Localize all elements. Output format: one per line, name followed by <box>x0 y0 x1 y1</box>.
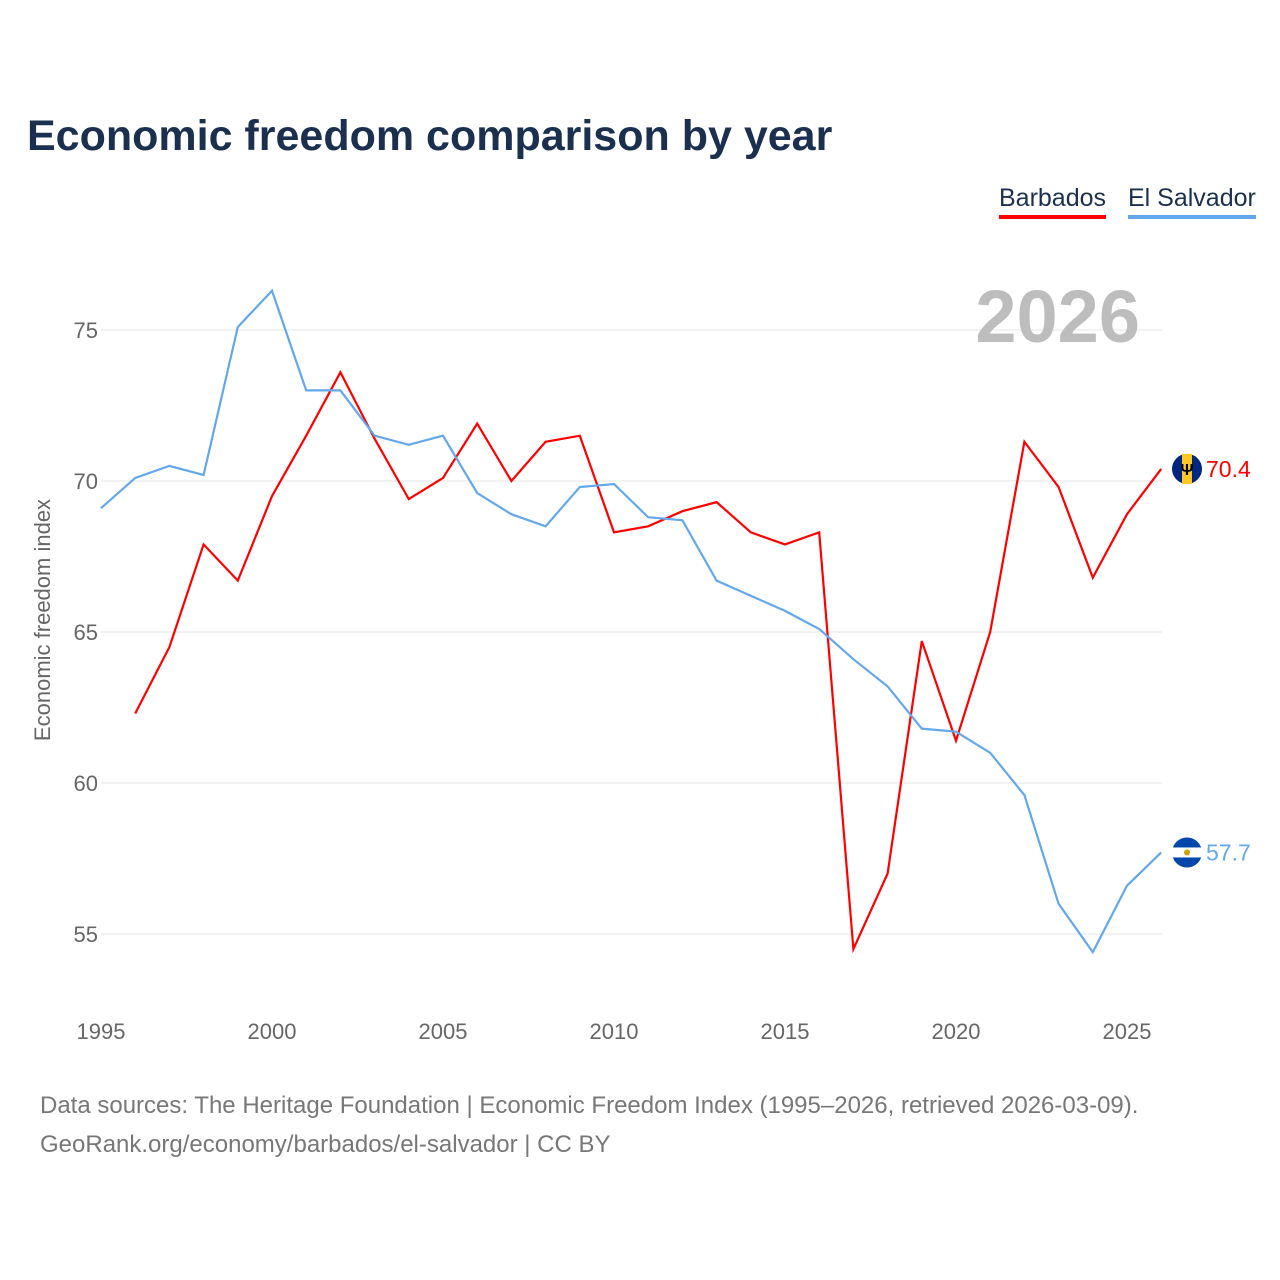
chart-title: Economic freedom comparison by year <box>27 112 833 160</box>
x-tick-label: 2025 <box>1103 1019 1152 1044</box>
end-value-label: 70.4 <box>1206 456 1251 482</box>
y-tick-label: 60 <box>74 771 98 796</box>
legend-item-barbados[interactable]: Barbados <box>999 184 1107 219</box>
x-tick-label: 2020 <box>932 1019 981 1044</box>
svg-text:Ψ: Ψ <box>1181 462 1194 479</box>
footer: Data sources: The Heritage Foundation | … <box>40 1086 1138 1164</box>
series-line-el-salvador <box>100 288 1162 955</box>
year-watermark: 2026 <box>975 275 1140 358</box>
end-value-label: 57.7 <box>1206 839 1251 865</box>
barbados-flag-icon: Ψ <box>1172 453 1202 484</box>
source-text: Data sources: The Heritage Foundation | … <box>40 1092 1139 1119</box>
legend-item-el-salvador[interactable]: El Salvador <box>1128 184 1256 219</box>
attribution-link[interactable]: GeoRank.org/economy/barbados/el-salvador… <box>40 1131 611 1158</box>
y-axis-label: Economic freedom index <box>30 499 55 741</box>
x-tick-label: 2010 <box>590 1019 639 1044</box>
x-tick-label: 2005 <box>419 1019 468 1044</box>
el-salvador-flag-icon <box>1172 837 1202 868</box>
y-tick-label: 55 <box>74 922 98 947</box>
series-line-barbados <box>134 369 1163 954</box>
y-tick-label: 70 <box>74 469 98 494</box>
x-tick-label: 1995 <box>77 1019 126 1044</box>
x-tick-label: 2000 <box>248 1019 297 1044</box>
x-tick-label: 2015 <box>761 1019 810 1044</box>
y-tick-label: 65 <box>74 620 98 645</box>
y-tick-label: 75 <box>74 318 98 343</box>
